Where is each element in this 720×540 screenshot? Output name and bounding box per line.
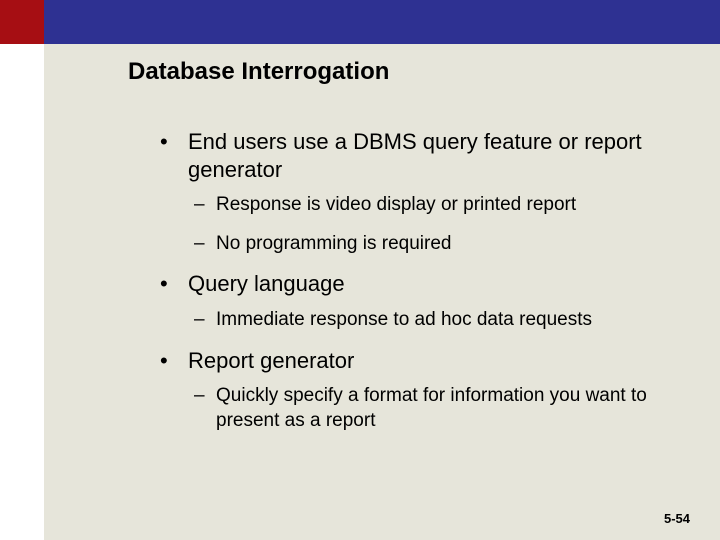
subbullet-text: Immediate response to ad hoc data reques… — [216, 308, 592, 333]
subbullet-text: No programming is required — [216, 232, 452, 257]
title-bar — [44, 0, 720, 44]
bullet-level1: • End users use a DBMS query feature or … — [160, 128, 672, 183]
bullet-icon: • — [160, 270, 188, 298]
slide-title: Database Interrogation — [128, 58, 389, 86]
top-bar — [0, 0, 720, 44]
bullet-level2: – Response is video display or printed r… — [194, 193, 672, 218]
bullet-level2: – No programming is required — [194, 232, 672, 257]
bullet-text: Query language — [188, 270, 345, 298]
accent-square — [0, 0, 44, 44]
bullet-text: Report generator — [188, 347, 354, 375]
slide-body: • End users use a DBMS query feature or … — [160, 128, 672, 447]
bullet-level2: – Immediate response to ad hoc data requ… — [194, 308, 672, 333]
bullet-group: • Query language – Immediate response to… — [160, 270, 672, 332]
slide: Database Interrogation • End users use a… — [0, 0, 720, 540]
dash-icon: – — [194, 384, 216, 433]
slide-number: 5-54 — [664, 511, 690, 526]
bullet-group: • End users use a DBMS query feature or … — [160, 128, 672, 256]
bullet-group: • Report generator – Quickly specify a f… — [160, 347, 672, 434]
dash-icon: – — [194, 232, 216, 257]
bullet-icon: • — [160, 347, 188, 375]
bullet-icon: • — [160, 128, 188, 183]
dash-icon: – — [194, 193, 216, 218]
bullet-level1: • Query language — [160, 270, 672, 298]
subbullet-text: Quickly specify a format for information… — [216, 384, 672, 433]
bullet-text: End users use a DBMS query feature or re… — [188, 128, 672, 183]
subbullet-text: Response is video display or printed rep… — [216, 193, 576, 218]
dash-icon: – — [194, 308, 216, 333]
bullet-level1: • Report generator — [160, 347, 672, 375]
bullet-level2: – Quickly specify a format for informati… — [194, 384, 672, 433]
